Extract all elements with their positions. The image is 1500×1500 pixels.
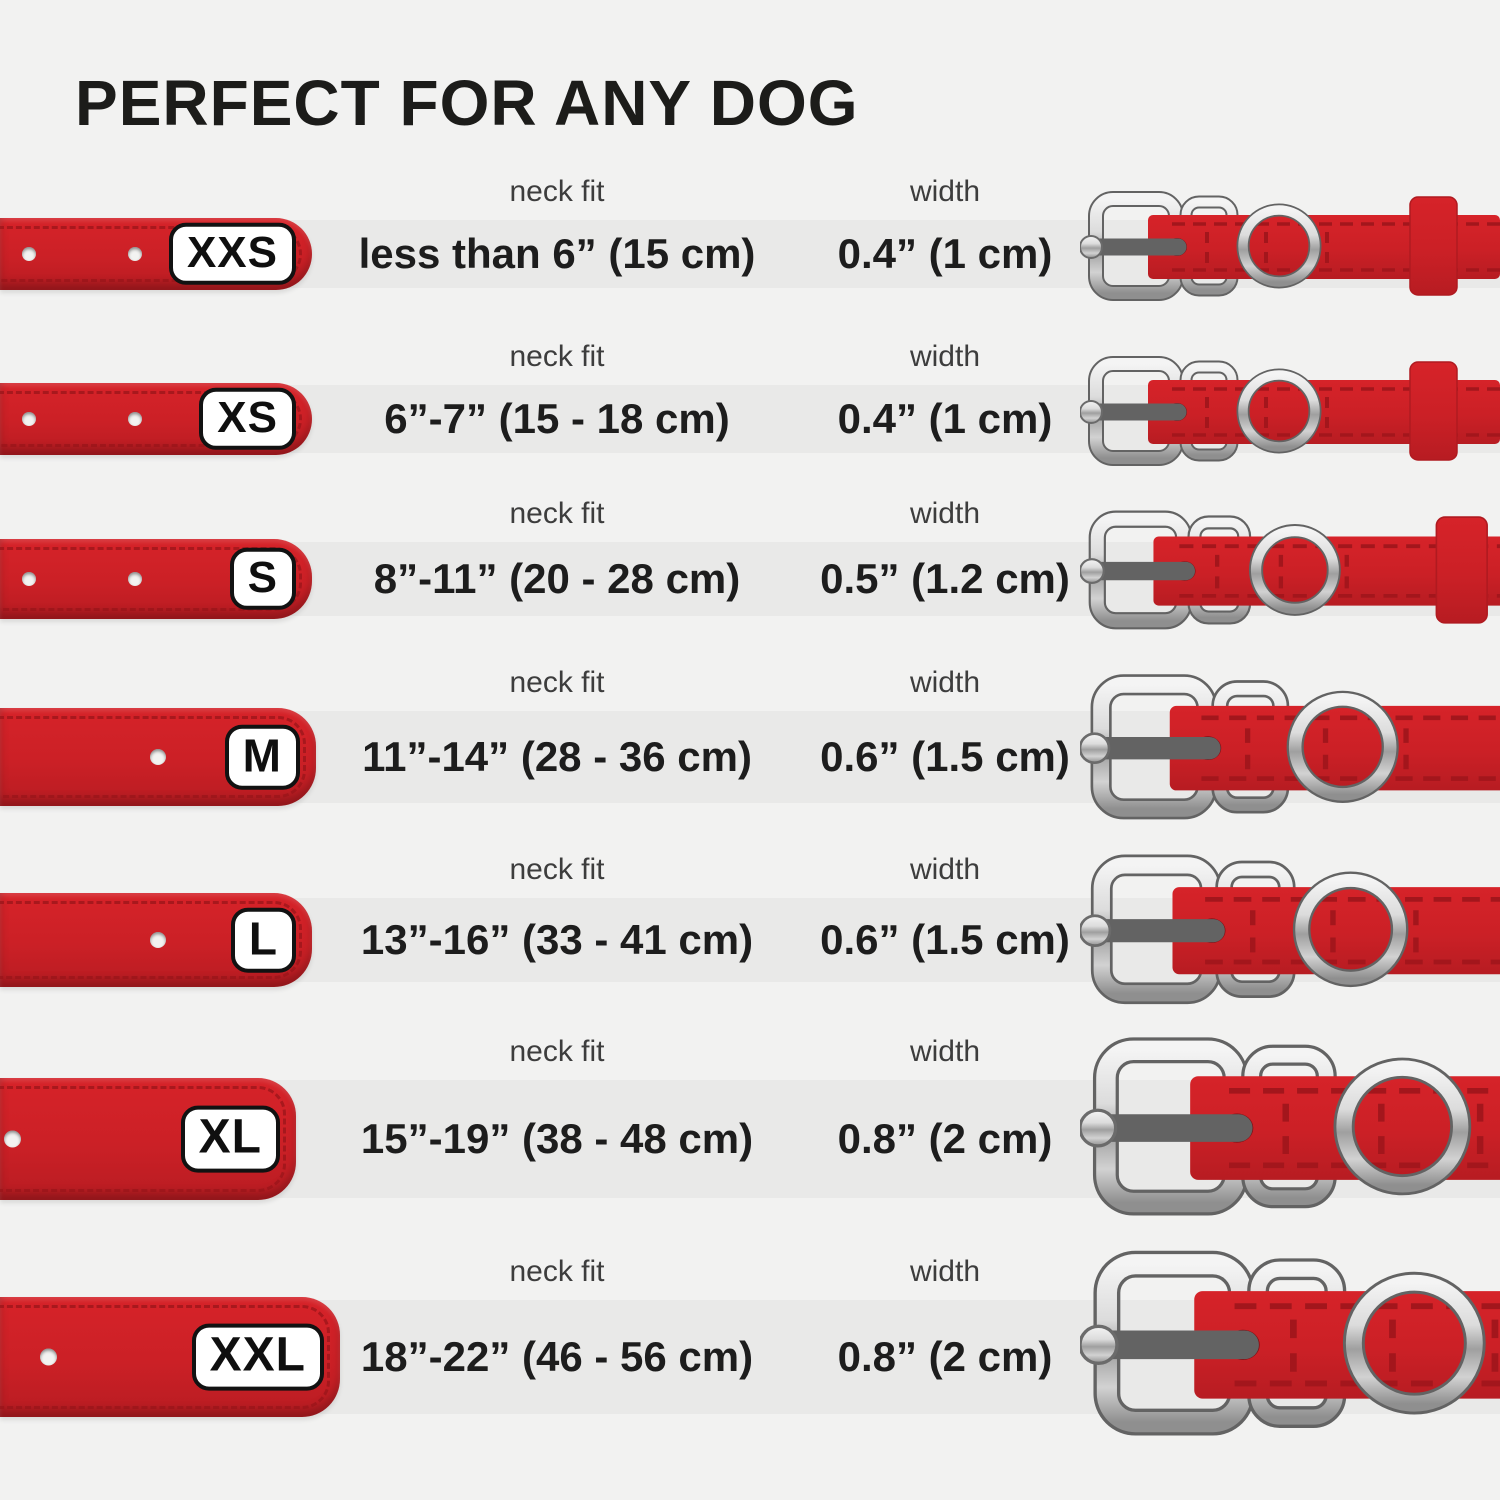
collar-strap: S bbox=[0, 539, 312, 619]
collar-strap: XXS bbox=[0, 218, 312, 290]
collar-hole bbox=[128, 572, 142, 586]
neck-fit-label: neck fit bbox=[509, 1255, 605, 1288]
width-value: 0.8” (2 cm) bbox=[837, 1333, 1053, 1380]
collar-hole bbox=[150, 932, 166, 948]
neck-fit-value: 11”-14” (28 - 36 cm) bbox=[362, 733, 752, 780]
buckle-graphic bbox=[1080, 845, 1500, 1035]
stitching bbox=[0, 1086, 286, 1192]
neck-fit-value: 6”-7” (15 - 18 cm) bbox=[384, 395, 730, 442]
collar-hole bbox=[128, 412, 142, 426]
size-badge: M bbox=[224, 724, 300, 790]
neck-fit-label: neck fit bbox=[509, 340, 605, 373]
buckle-graphic bbox=[1080, 1026, 1500, 1253]
width-label: width bbox=[909, 666, 981, 699]
buckle-graphic bbox=[1080, 184, 1500, 324]
collar-hole bbox=[22, 412, 36, 426]
collar-hole bbox=[22, 247, 36, 261]
collar-hole bbox=[4, 1130, 21, 1148]
width-label: width bbox=[909, 175, 981, 208]
stitching bbox=[0, 901, 302, 979]
collar-hole bbox=[22, 572, 36, 586]
size-badge: L bbox=[230, 907, 296, 973]
size-badge: XXS bbox=[168, 222, 296, 286]
stitching bbox=[0, 391, 302, 447]
collar-strap: XS bbox=[0, 383, 312, 455]
collar-hole bbox=[128, 247, 142, 261]
width-value: 0.8” (2 cm) bbox=[837, 1115, 1053, 1162]
stitching bbox=[0, 716, 306, 798]
buckle-graphic bbox=[1080, 1239, 1500, 1474]
neck-fit-label: neck fit bbox=[509, 666, 605, 699]
size-badge: XL bbox=[180, 1105, 280, 1173]
width-value: 0.6” (1.5 cm) bbox=[820, 733, 1070, 780]
neck-fit-value: less than 6” (15 cm) bbox=[358, 230, 756, 277]
collar-hole bbox=[40, 1348, 57, 1366]
width-label: width bbox=[909, 1035, 981, 1068]
buckle-graphic bbox=[1080, 503, 1500, 654]
width-label: width bbox=[909, 1255, 981, 1288]
stitching bbox=[0, 547, 302, 611]
collar-strap: XXL bbox=[0, 1297, 340, 1417]
size-badge: S bbox=[229, 547, 296, 611]
width-value: 0.4” (1 cm) bbox=[837, 230, 1053, 277]
neck-fit-value: 8”-11” (20 - 28 cm) bbox=[373, 555, 741, 602]
stitching bbox=[0, 226, 302, 282]
collar-strap: M bbox=[0, 708, 316, 806]
collar-strap: L bbox=[0, 893, 312, 987]
neck-fit-value: 18”-22” (46 - 56 cm) bbox=[360, 1333, 754, 1380]
width-value: 0.5” (1.2 cm) bbox=[820, 555, 1070, 602]
neck-fit-value: 13”-16” (33 - 41 cm) bbox=[360, 916, 754, 963]
neck-fit-label: neck fit bbox=[509, 1035, 605, 1068]
neck-fit-value: 15”-19” (38 - 48 cm) bbox=[360, 1115, 754, 1162]
width-label: width bbox=[909, 340, 981, 373]
size-badge: XS bbox=[199, 387, 296, 451]
buckle-graphic bbox=[1080, 349, 1500, 489]
collar-strap: XL bbox=[0, 1078, 296, 1200]
size-badge: XXL bbox=[191, 1323, 324, 1391]
width-label: width bbox=[909, 497, 981, 530]
width-label: width bbox=[909, 853, 981, 886]
page-title: PERFECT FOR ANY DOG bbox=[75, 67, 859, 139]
buckle-graphic bbox=[1080, 665, 1500, 850]
neck-fit-label: neck fit bbox=[509, 497, 605, 530]
stitching bbox=[0, 1305, 330, 1409]
neck-fit-label: neck fit bbox=[509, 175, 605, 208]
width-value: 0.6” (1.5 cm) bbox=[820, 916, 1070, 963]
width-value: 0.4” (1 cm) bbox=[837, 395, 1053, 442]
collar-hole bbox=[150, 749, 166, 765]
neck-fit-label: neck fit bbox=[509, 853, 605, 886]
